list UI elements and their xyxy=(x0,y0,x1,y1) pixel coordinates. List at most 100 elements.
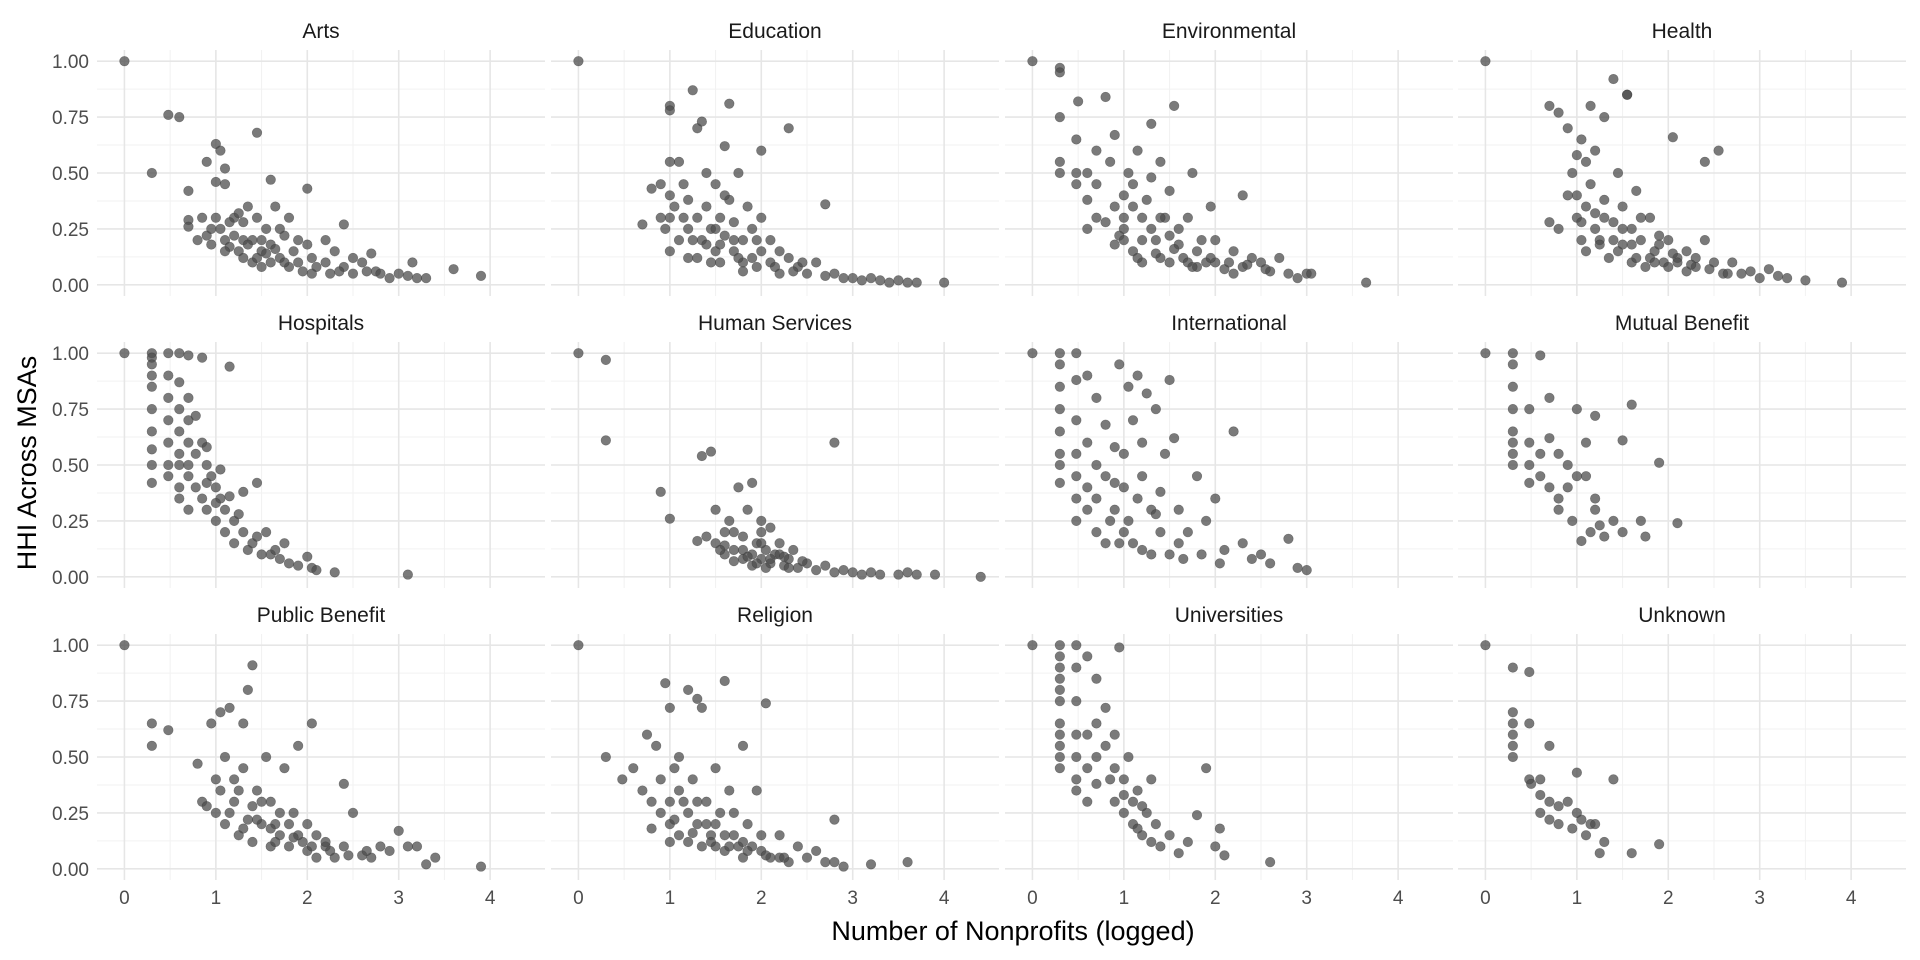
data-point xyxy=(765,522,776,533)
data-point xyxy=(1836,277,1848,288)
data-point xyxy=(210,176,221,188)
x-tick-label: 2 xyxy=(1210,888,1221,909)
data-point xyxy=(747,252,758,264)
data-point xyxy=(756,538,767,549)
data-point xyxy=(201,459,212,471)
data-point xyxy=(146,403,157,415)
panel-international: International xyxy=(1005,312,1453,588)
data-point xyxy=(475,270,487,281)
data-point xyxy=(210,497,221,509)
data-point xyxy=(1054,477,1065,488)
data-point xyxy=(256,549,267,560)
data-point xyxy=(1562,190,1573,201)
x-tick-label: 2 xyxy=(302,888,313,909)
data-point xyxy=(678,212,689,223)
data-point xyxy=(1091,459,1102,471)
data-point xyxy=(902,857,913,868)
x-tick-label: 1 xyxy=(211,888,222,909)
data-point xyxy=(1608,774,1619,785)
data-point xyxy=(737,266,749,277)
panel-hospitals: Hospitals 0.00 0.25 0.50 0.75 1.00 xyxy=(52,312,545,589)
panel-universities: Universities 0 1 2 3 4 xyxy=(1005,604,1453,909)
data-point xyxy=(1246,553,1257,565)
data-point xyxy=(1544,217,1555,228)
data-point xyxy=(146,477,157,488)
data-point xyxy=(875,275,886,286)
data-point xyxy=(911,569,922,580)
data-point xyxy=(1196,234,1207,246)
data-point xyxy=(1562,482,1573,493)
data-point xyxy=(724,785,735,796)
data-point xyxy=(1114,642,1125,653)
data-point xyxy=(939,277,950,288)
data-point xyxy=(233,509,244,520)
data-point xyxy=(1091,212,1102,223)
data-point xyxy=(183,459,194,471)
data-point xyxy=(838,273,849,284)
data-point xyxy=(1617,223,1628,235)
data-point xyxy=(183,471,194,482)
data-point xyxy=(1590,493,1601,504)
data-point xyxy=(347,268,359,279)
data-point xyxy=(1599,111,1610,123)
data-point xyxy=(1603,252,1614,264)
data-point xyxy=(811,845,822,857)
data-point xyxy=(1580,246,1592,257)
data-point xyxy=(1617,201,1628,212)
data-point xyxy=(288,246,299,257)
data-point xyxy=(1100,702,1111,713)
data-point xyxy=(664,796,675,807)
data-point xyxy=(375,841,386,852)
data-point xyxy=(1054,459,1065,471)
data-point xyxy=(1155,156,1166,167)
x-tick-label: 0 xyxy=(1480,888,1491,909)
data-point xyxy=(678,796,689,807)
data-point xyxy=(747,223,758,235)
data-point xyxy=(1155,212,1166,223)
data-point xyxy=(393,825,404,836)
data-point xyxy=(779,852,790,863)
data-point xyxy=(875,569,886,580)
data-point xyxy=(1054,111,1065,123)
data-point xyxy=(1535,774,1546,785)
data-point xyxy=(224,361,235,372)
data-point xyxy=(1071,785,1082,796)
data-point xyxy=(1210,841,1221,852)
data-point xyxy=(1580,471,1592,482)
data-point xyxy=(1169,243,1180,255)
data-point xyxy=(1617,526,1628,538)
data-point xyxy=(402,841,413,852)
data-point xyxy=(325,268,336,279)
data-point xyxy=(673,234,685,246)
data-point xyxy=(1082,763,1093,774)
data-point xyxy=(1535,807,1546,819)
data-point xyxy=(146,359,157,370)
data-point xyxy=(1507,403,1518,415)
data-point xyxy=(1590,208,1601,219)
x-tick-label: 4 xyxy=(939,888,950,909)
data-point xyxy=(1544,482,1555,493)
data-point xyxy=(660,223,671,235)
data-point xyxy=(215,707,226,718)
y-axis-title: HHI Across MSAs xyxy=(12,356,42,571)
data-point xyxy=(751,558,762,569)
data-point xyxy=(190,448,201,459)
data-point xyxy=(1507,729,1518,740)
data-point xyxy=(238,526,249,538)
data-point xyxy=(1507,381,1518,392)
data-point xyxy=(902,277,913,288)
data-point xyxy=(256,261,267,273)
data-point xyxy=(724,98,735,109)
data-point xyxy=(163,725,174,736)
data-point xyxy=(651,740,662,751)
data-point xyxy=(765,234,776,246)
data-point xyxy=(361,266,372,277)
data-point xyxy=(146,370,157,381)
data-point xyxy=(687,85,698,96)
data-point xyxy=(146,740,157,751)
x-tick-label: 3 xyxy=(1754,888,1765,909)
panel-title: Mutual Benefit xyxy=(1615,312,1749,335)
data-point xyxy=(792,841,803,852)
data-point xyxy=(1201,763,1212,774)
x-tick-label: 4 xyxy=(485,888,496,909)
